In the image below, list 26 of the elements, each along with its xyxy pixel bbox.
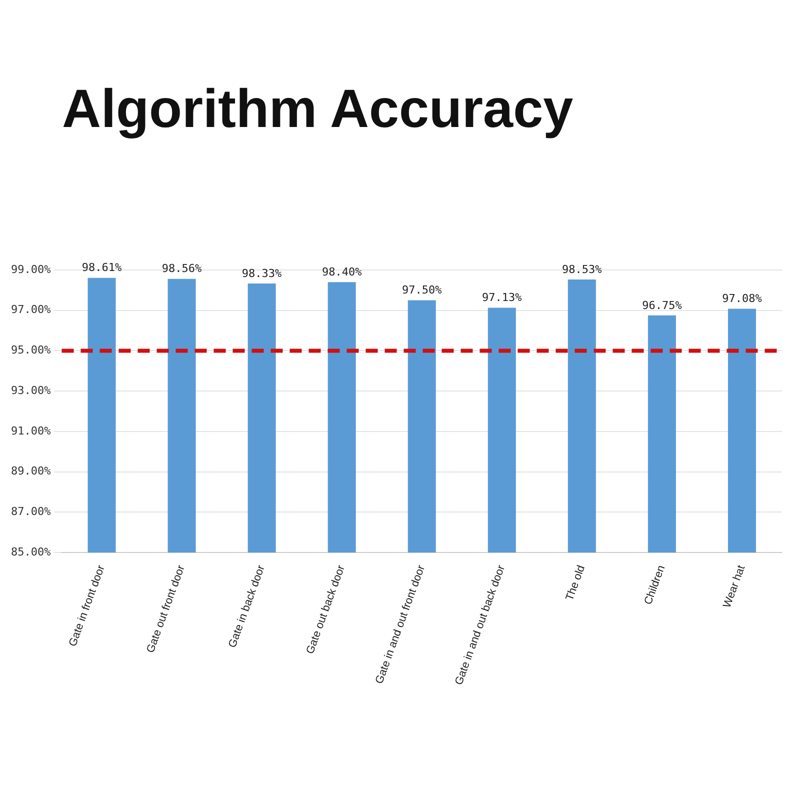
x-tick-label: Gate out back door (304, 563, 348, 656)
x-tick-label: Gate in and out front door (373, 563, 428, 686)
data-label: 98.61% (82, 261, 122, 274)
x-tick-label: Gate in back door (226, 563, 268, 650)
x-tick-label: Gate in front door (66, 563, 108, 648)
data-label: 97.50% (402, 284, 442, 297)
data-label: 97.08% (722, 292, 762, 306)
y-tick-label: 97.00% (10, 303, 52, 316)
data-label: 96.75% (642, 298, 682, 312)
chart-title: Algorithm Accuracy (61, 78, 574, 141)
data-label: 97.13% (482, 291, 522, 304)
x-tick-label: The old (564, 564, 588, 602)
data-label: 98.56% (162, 262, 202, 276)
y-tick-label: 91.00% (10, 424, 52, 438)
y-tick-label: 87.00% (10, 505, 52, 518)
data-label: 98.33% (242, 266, 282, 280)
y-tick-label: 85.00% (10, 545, 52, 558)
y-tick-label: 93.00% (10, 384, 52, 397)
x-tick-label: Wear hat (721, 564, 748, 610)
y-tick-label: 99.00% (10, 262, 52, 276)
y-tick-label: 89.00% (10, 464, 52, 478)
y-tick-label: 95.00% (10, 344, 52, 357)
x-tick-label: Gate in and out back door (453, 563, 508, 687)
x-tick-label: Gate out front door (144, 563, 188, 655)
data-label: 98.53% (562, 262, 602, 276)
data-label: 98.40% (322, 265, 362, 278)
